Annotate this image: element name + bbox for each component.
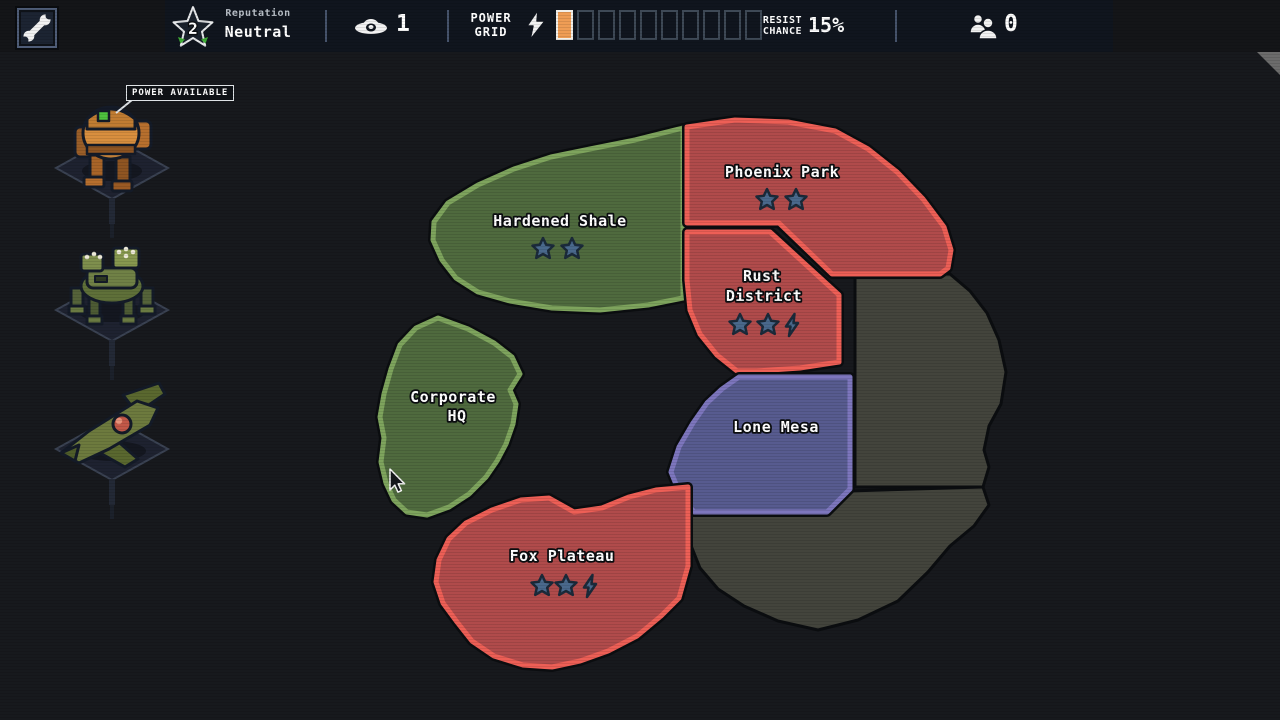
territory-label: Lone Mesa (733, 418, 819, 436)
resist-label-2: CHANCE (762, 26, 802, 37)
power-segment-empty (640, 10, 657, 40)
divider (895, 10, 897, 42)
territory-label: Fox Plateau (510, 547, 615, 565)
resist-value: 15% (808, 13, 845, 37)
territory-lone-mesa[interactable] (666, 372, 855, 517)
crew-icon (969, 13, 998, 40)
unit-slot-3[interactable] (37, 367, 187, 527)
population-count: 0 (1004, 11, 1018, 37)
star-badge-icon: 2 (172, 6, 214, 47)
divider (325, 10, 327, 42)
settings-button[interactable] (17, 8, 57, 48)
power-segment-empty (619, 10, 636, 40)
territory-neutral-south[interactable] (685, 485, 991, 632)
fighter-jet-icon (59, 381, 167, 469)
power-available-tooltip: POWER AVAILABLE (126, 85, 235, 101)
territory-neutral-east[interactable] (853, 272, 1008, 489)
territory-phoenix-park[interactable] (682, 115, 956, 279)
tooltip-pointer (115, 99, 133, 114)
assault-mech-icon (73, 105, 153, 193)
territory-label: HQ (447, 407, 466, 425)
reputation-level: 2 (188, 19, 198, 38)
resist-label-1: RESIST (762, 15, 802, 26)
territory-hardened-shale[interactable] (428, 123, 688, 315)
power-segment-empty (703, 10, 720, 40)
territory-rust-district[interactable] (682, 227, 844, 376)
mouse-cursor (389, 468, 406, 493)
divider (447, 10, 449, 42)
power-grid-label-1: POWER (470, 11, 512, 25)
territory-corporate-hq[interactable] (375, 313, 525, 520)
reputation-label: Reputation (225, 8, 291, 19)
power-segment-filled (556, 10, 573, 40)
missile-crawler-icon (67, 246, 157, 326)
unit-slot-2[interactable] (37, 230, 187, 390)
scan-count: 1 (396, 11, 410, 37)
unit-slot-1[interactable] (37, 85, 187, 250)
power-segment-empty (724, 10, 741, 40)
ufo-eye-icon (355, 19, 387, 34)
power-segment-empty (577, 10, 594, 40)
power-segment-empty (682, 10, 699, 40)
lightning-icon (526, 9, 546, 41)
territory-label: Phoenix Park (725, 163, 839, 181)
territory-label: Rust (743, 267, 781, 285)
territory-label: District (726, 287, 802, 305)
reputation-value: Neutral (224, 23, 292, 41)
power-segment-empty (745, 10, 762, 40)
top-bar: 2 Reputation Neutral 1 POWER GRID RESIST… (0, 0, 1280, 52)
power-segment-empty (598, 10, 615, 40)
power-grid-bar (556, 10, 762, 40)
territory-label: Corporate (410, 388, 496, 406)
territory-fox-plateau[interactable] (431, 482, 693, 672)
top-bar-panel (165, 0, 1113, 52)
territory-label: Hardened Shale (493, 212, 626, 230)
wrench-icon (21, 12, 53, 44)
power-segment-empty (661, 10, 678, 40)
power-grid-label-2: GRID (474, 25, 508, 39)
